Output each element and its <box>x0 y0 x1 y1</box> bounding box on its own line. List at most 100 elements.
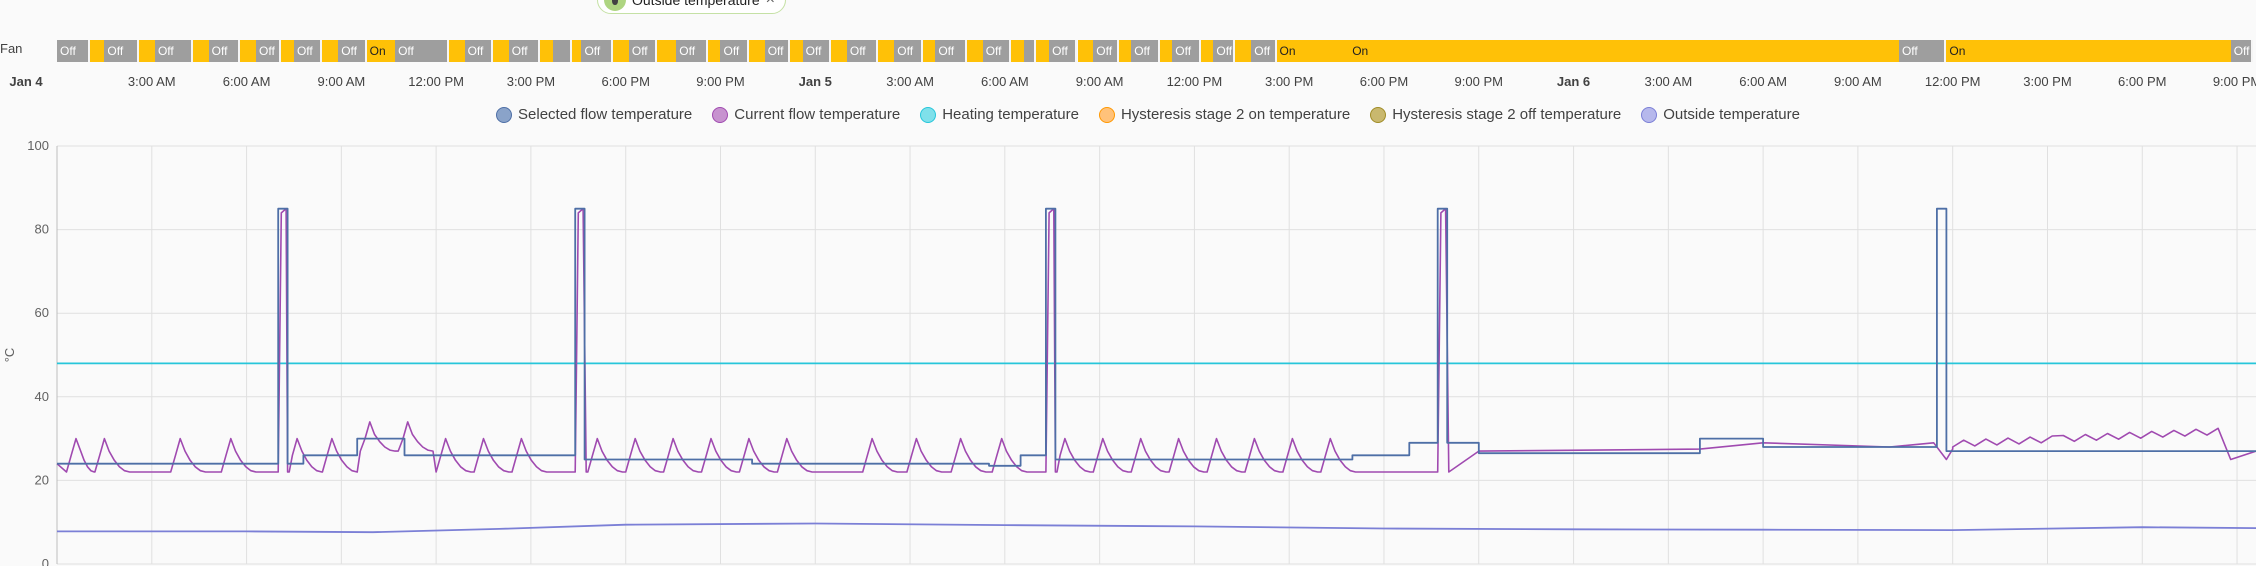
fan-segment-off[interactable]: Off <box>508 40 541 62</box>
fan-segment-on[interactable]: On <box>748 40 765 62</box>
fan-segment-on[interactable]: On <box>1349 40 1899 62</box>
fan-segment-off[interactable]: Off <box>104 40 140 62</box>
fan-segment-on[interactable]: On <box>1159 40 1173 62</box>
fan-segment-off[interactable]: Off <box>720 40 749 62</box>
fan-segment-off[interactable]: Off <box>1093 40 1119 62</box>
fan-segment-label: Off <box>259 44 275 58</box>
fan-segment-label: Off <box>938 44 955 58</box>
fan-segment-label: Off <box>897 44 914 58</box>
fan-segment-off[interactable]: Off <box>802 40 832 62</box>
fan-segment-on[interactable]: On <box>1036 40 1050 62</box>
fan-segment-on[interactable]: On <box>139 40 155 62</box>
outside-temperature-line <box>57 522 2256 534</box>
fan-segment-on[interactable]: On <box>192 40 209 62</box>
close-icon[interactable]: × <box>766 0 775 9</box>
fan-timeline-label: Fan <box>0 41 23 56</box>
fan-segment-on[interactable]: On <box>831 40 847 62</box>
legend-label: Selected flow temperature <box>518 106 693 123</box>
fan-segment-off[interactable]: Off <box>2230 40 2253 62</box>
time-tick-label: 6:00 AM <box>1739 74 1787 89</box>
fan-segment-on[interactable]: On <box>1200 40 1214 62</box>
fan-segment-off[interactable]: Off <box>1023 40 1037 62</box>
fan-segment-on[interactable]: On <box>922 40 936 62</box>
fan-segment-off[interactable]: Off <box>57 40 91 62</box>
fan-segment-on[interactable]: On <box>366 40 396 62</box>
fan-segment-on[interactable]: On <box>1235 40 1252 62</box>
fan-segment-label: Off <box>1216 44 1233 58</box>
fan-segment-off[interactable]: Off <box>293 40 323 62</box>
legend-item[interactable]: Selected flow temperature <box>496 106 692 123</box>
time-tick-label: 6:00 PM <box>601 74 650 89</box>
fan-segment-on[interactable]: On <box>790 40 803 62</box>
fan-segment-label: Off <box>1254 44 1271 58</box>
time-tick-label: 6:00 AM <box>222 74 271 89</box>
fan-segment-off[interactable]: Off <box>764 40 790 62</box>
fan-segment-off[interactable]: Off <box>256 40 282 62</box>
fan-segment-on[interactable]: On <box>707 40 721 62</box>
fan-segment-off[interactable]: Off <box>154 40 193 62</box>
time-tick-label: 12:00 PM <box>408 74 464 89</box>
y-axis-label: °C <box>2 348 17 363</box>
outside-temperature-chip[interactable]: Outside temperature × <box>597 0 786 14</box>
time-tick-label: 9:00 AM <box>1834 74 1882 89</box>
legend-swatch <box>712 106 729 123</box>
fan-segment-off[interactable]: Off <box>1251 40 1277 62</box>
fan-segment-off[interactable]: Off <box>676 40 708 62</box>
time-tick-label: 9:00 AM <box>1075 74 1124 89</box>
fan-segment-on[interactable]: On <box>657 40 677 62</box>
fan-segment-on[interactable]: On <box>966 40 983 62</box>
time-tick-label: 6:00 AM <box>980 74 1029 89</box>
legend-item[interactable]: Current flow temperature <box>712 106 900 123</box>
time-tick-label: 3:00 PM <box>1264 74 1314 89</box>
fan-segment-off[interactable]: Off <box>1172 40 1201 62</box>
time-tick-label: 3:00 PM <box>2023 74 2072 89</box>
fan-segment-off[interactable]: Off <box>581 40 614 62</box>
fan-segment-off[interactable]: Off <box>846 40 879 62</box>
fan-segment-off[interactable]: Off <box>1898 40 1947 62</box>
fan-segment-on[interactable]: On <box>540 40 554 62</box>
timeline-axis: Jan 4 3:00 AM 6:00 AM 9:00 AM 12:00 PM 3:00 P… <box>0 74 2256 92</box>
fan-segment-on[interactable]: On <box>1011 40 1024 62</box>
legend-swatch <box>920 106 937 123</box>
fan-segment-label: On <box>1949 44 1966 58</box>
fan-segment-on[interactable]: On <box>1118 40 1132 62</box>
fan-segment-off[interactable]: Off <box>1131 40 1160 62</box>
fan-segment-off[interactable]: Off <box>464 40 493 62</box>
legend-item[interactable]: Outside temperature <box>1641 106 1800 123</box>
fan-segment-off[interactable]: Off <box>935 40 967 62</box>
fan-segment-on[interactable]: On <box>493 40 509 62</box>
fan-segment-on[interactable]: On <box>448 40 465 62</box>
fan-segment-off[interactable]: Off <box>894 40 923 62</box>
fan-segment-off[interactable]: Off <box>553 40 572 62</box>
fan-segment-label: Off <box>2233 44 2250 58</box>
fan-segment-on[interactable]: On <box>613 40 629 62</box>
y-tick-label: 20 <box>35 472 49 487</box>
fan-segment-off[interactable]: Off <box>208 40 241 62</box>
y-tick-label: 80 <box>35 222 49 237</box>
fan-segment-label: Off <box>296 44 313 58</box>
legend-item[interactable]: Heating temperature <box>920 106 1079 123</box>
fan-segment-on[interactable]: On <box>878 40 895 62</box>
fan-segment-label: Off <box>1052 44 1068 58</box>
fan-segment-on[interactable]: On <box>322 40 339 62</box>
fan-segment-on[interactable]: On <box>1276 40 1350 62</box>
fan-segment-off[interactable]: Off <box>338 40 367 62</box>
fan-segment-label: Off <box>849 44 866 58</box>
fan-segment-on[interactable]: On <box>90 40 105 62</box>
fan-segment-off[interactable]: Off <box>1213 40 1236 62</box>
fan-segment-on[interactable]: On <box>571 40 582 62</box>
temperature-chart: 0 20 40 60 80 100 °C <box>2 138 2256 566</box>
fan-segment-off[interactable]: Off <box>628 40 658 62</box>
fan-segment-label: Off <box>1901 44 1918 58</box>
fan-segment-on[interactable]: On <box>1946 40 2231 62</box>
legend-item[interactable]: Hysteresis stage 2 on temperature <box>1098 106 1350 123</box>
fan-segment-on[interactable]: On <box>281 40 294 62</box>
fan-segment-off[interactable]: Off <box>395 40 449 62</box>
time-tick-label: Jan 5 <box>798 74 832 89</box>
fan-segment-on[interactable]: On <box>1077 40 1094 62</box>
fan-segment-off[interactable]: Off <box>1049 40 1078 62</box>
fan-segment-on[interactable]: On <box>240 40 257 62</box>
y-tick-label: 100 <box>27 138 49 153</box>
legend-item[interactable]: Hysteresis stage 2 off temperature <box>1370 106 1621 123</box>
fan-segment-off[interactable]: Off <box>982 40 1012 62</box>
